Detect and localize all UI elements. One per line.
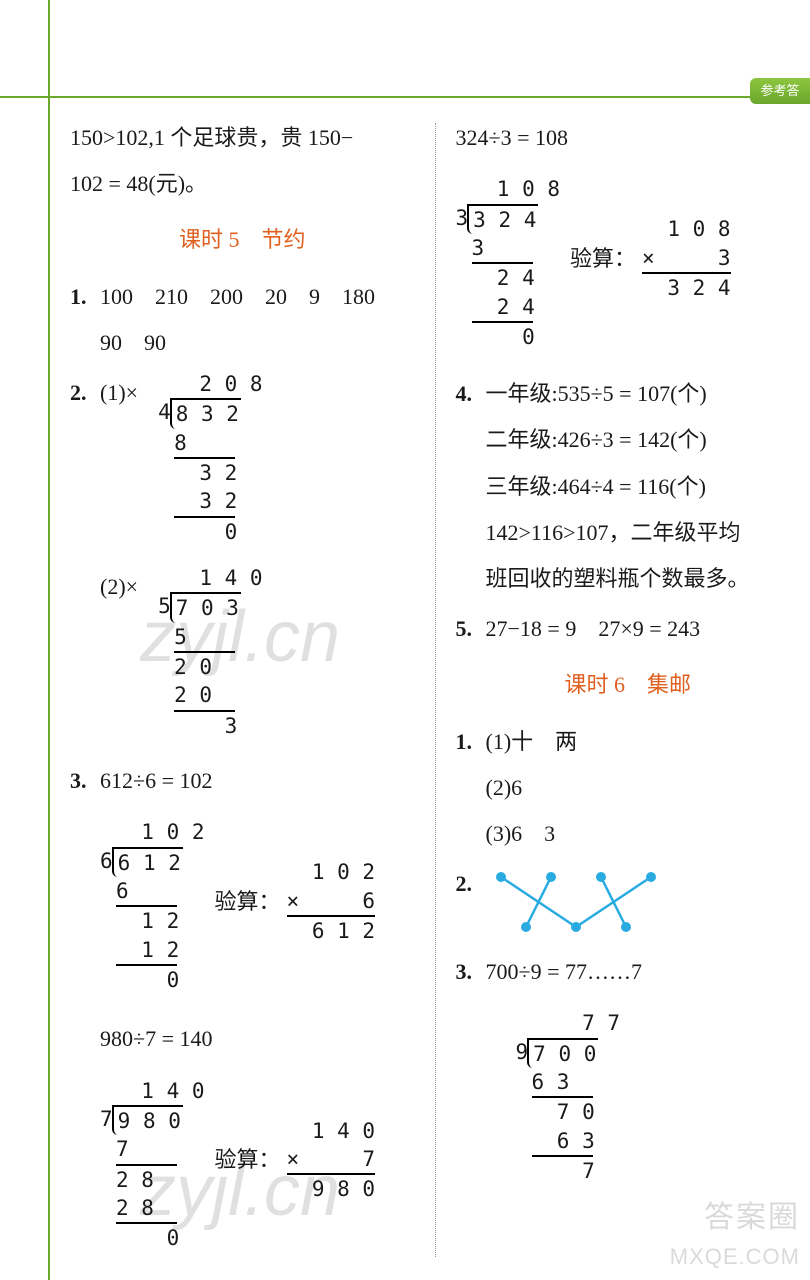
check-label-2: 验算： bbox=[215, 1137, 281, 1183]
corner-watermark-1: 答案圈 bbox=[704, 1192, 800, 1236]
q3-check2: 1 4 0× 79 8 0 bbox=[287, 1117, 376, 1204]
q4-l4: 142>116>107，二年级平均 bbox=[486, 510, 801, 556]
q1-values2: 90 90 bbox=[100, 320, 415, 366]
header-tab: 参考答 bbox=[750, 78, 810, 104]
matching-diagram bbox=[486, 867, 666, 939]
s6q1-c: (3)6 3 bbox=[486, 811, 801, 857]
right-eq-top: 324÷3 = 108 bbox=[456, 115, 801, 161]
q2-p1-label: (1)× bbox=[100, 370, 138, 416]
q2-p2-label: (2)× bbox=[100, 564, 138, 610]
right-q5: 5. 27−18 = 9 27×9 = 243 bbox=[456, 606, 801, 652]
s6q1-num: 1. bbox=[456, 719, 486, 858]
right-s6-q2: 2. bbox=[456, 861, 801, 945]
q5-num: 5. bbox=[456, 606, 486, 652]
section-6-title: 课时 6 集邮 bbox=[456, 662, 801, 708]
q4-l2: 二年级:426÷3 = 142(个) bbox=[486, 417, 801, 463]
q2-p2-longdiv: 1 4 057 0 352 02 0 3 bbox=[158, 564, 263, 740]
q4-l3: 三年级:464÷4 = 116(个) bbox=[486, 464, 801, 510]
left-q2: 2. (1)× 2 0 848 3 28 3 2 3 2 0 (2)× 1 4 … bbox=[70, 370, 415, 740]
q5-text: 27−18 = 9 27×9 = 243 bbox=[486, 606, 801, 652]
intro-line-2: 102 = 48(元)。 bbox=[70, 161, 415, 207]
s6q2-num: 2. bbox=[456, 861, 486, 945]
right-check-top: 1 0 8× 33 2 4 bbox=[642, 215, 731, 302]
left-column: 150>102,1 个足球贵，贵 150− 102 = 48(元)。 课时 5 … bbox=[70, 115, 435, 1257]
right-s6-q3: 3. 700÷9 = 77……7 7 797 0 06 3 7 0 6 3 7 bbox=[456, 949, 801, 1185]
s6q1-b: (2)6 bbox=[486, 765, 801, 811]
check-label-1: 验算： bbox=[215, 879, 281, 925]
q3-check1: 1 0 2× 66 1 2 bbox=[287, 858, 376, 945]
q2-p1-longdiv: 2 0 848 3 28 3 2 3 2 0 bbox=[158, 370, 263, 546]
q3-num: 3. bbox=[70, 758, 100, 1253]
q2-num: 2. bbox=[70, 370, 100, 740]
check-label-r: 验算： bbox=[570, 236, 636, 282]
right-q4: 4. 一年级:535÷5 = 107(个) 二年级:426÷3 = 142(个)… bbox=[456, 371, 801, 602]
s6q3-num: 3. bbox=[456, 949, 486, 1185]
q3-eq1: 612÷6 = 102 bbox=[100, 758, 415, 804]
right-s6-q1: 1. (1)十 两 (2)6 (3)6 3 bbox=[456, 719, 801, 858]
q3-div1: 1 0 266 1 26 1 2 1 2 0 bbox=[100, 818, 205, 994]
s6q1-a: (1)十 两 bbox=[486, 719, 801, 765]
left-q1: 1. 100 210 200 20 9 180 90 90 bbox=[70, 274, 415, 366]
q4-l5: 班回收的塑料瓶个数最多。 bbox=[486, 556, 801, 602]
q3-eq2: 980÷7 = 140 bbox=[100, 1016, 415, 1062]
q1-num: 1. bbox=[70, 274, 100, 366]
page-border-horizontal bbox=[0, 96, 810, 98]
right-div-top: 1 0 833 2 43 2 4 2 4 0 bbox=[456, 175, 561, 351]
content: 150>102,1 个足球贵，贵 150− 102 = 48(元)。 课时 5 … bbox=[70, 115, 800, 1257]
left-q3: 3. 612÷6 = 102 1 0 266 1 26 1 2 1 2 0 验算… bbox=[70, 758, 415, 1253]
page-border-vertical bbox=[48, 0, 50, 1280]
right-column: 324÷3 = 108 1 0 833 2 43 2 4 2 4 0 验算： 1… bbox=[436, 115, 801, 1257]
q4-num: 4. bbox=[456, 371, 486, 602]
q1-values: 100 210 200 20 9 180 bbox=[100, 274, 415, 320]
q3-div2: 1 4 079 8 072 82 8 0 bbox=[100, 1077, 205, 1253]
intro-line-1: 150>102,1 个足球贵，贵 150− bbox=[70, 115, 415, 161]
s6q3-eq: 700÷9 = 77……7 bbox=[486, 949, 801, 995]
q4-l1: 一年级:535÷5 = 107(个) bbox=[486, 371, 801, 417]
s6q3-div: 7 797 0 06 3 7 0 6 3 7 bbox=[516, 1009, 801, 1185]
section-5-title: 课时 5 节约 bbox=[70, 217, 415, 263]
corner-watermark-2: MXQE.COM bbox=[670, 1244, 800, 1270]
